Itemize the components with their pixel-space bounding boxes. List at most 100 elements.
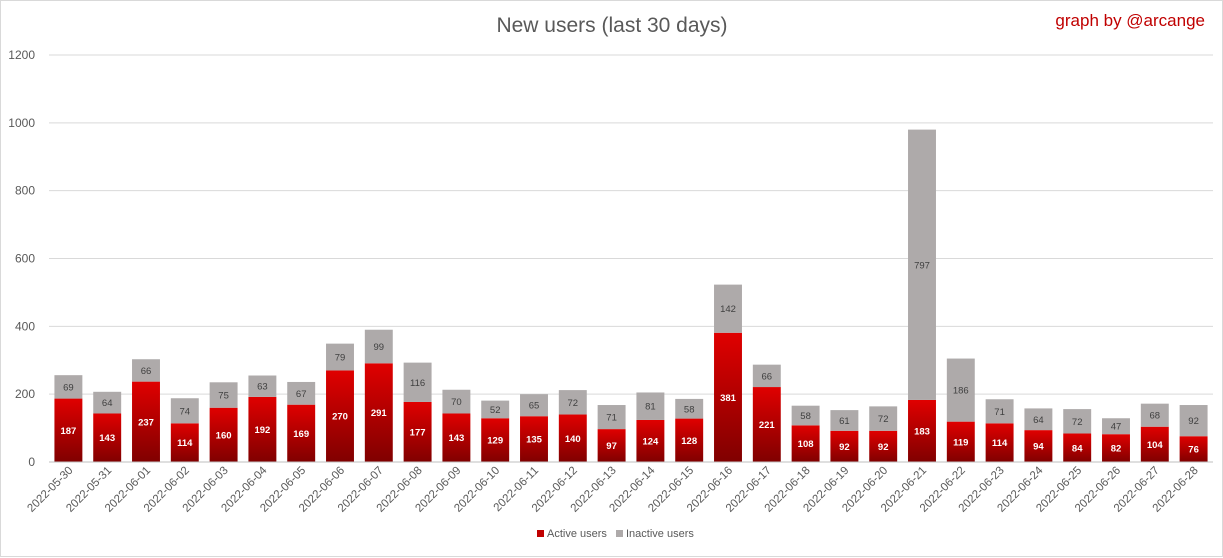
data-label-active: 291 bbox=[371, 408, 388, 419]
data-label-active: 119 bbox=[953, 437, 968, 448]
bar-active bbox=[714, 332, 742, 462]
bar-inactive bbox=[636, 392, 665, 420]
data-label-active: 237 bbox=[138, 417, 154, 428]
bar-inactive bbox=[985, 399, 1014, 424]
bar-active bbox=[869, 430, 898, 462]
data-label-inactive: 81 bbox=[645, 402, 656, 413]
chart-title: New users (last 30 days) bbox=[496, 14, 727, 37]
data-label-active: 221 bbox=[759, 420, 776, 431]
data-label-active: 143 bbox=[448, 433, 464, 444]
data-label-inactive: 72 bbox=[1072, 417, 1083, 428]
bar-inactive bbox=[326, 343, 354, 371]
bar-inactive bbox=[791, 405, 820, 426]
data-label-inactive: 99 bbox=[374, 342, 385, 353]
bar-inactive bbox=[830, 410, 859, 431]
data-label-inactive: 65 bbox=[529, 401, 540, 412]
bar-active bbox=[364, 363, 393, 462]
bar-inactive bbox=[54, 375, 83, 399]
x-axis: 2022-05-302022-05-312022-06-012022-06-02… bbox=[25, 461, 1213, 515]
bar-inactive bbox=[869, 406, 898, 431]
data-label-inactive: 67 bbox=[296, 389, 307, 400]
bar-inactive bbox=[946, 358, 975, 422]
bar-active bbox=[558, 414, 587, 462]
gridlines bbox=[49, 54, 1213, 463]
y-tick-label: 600 bbox=[15, 252, 35, 266]
bar-active bbox=[1179, 436, 1208, 462]
data-label-active: 169 bbox=[293, 429, 309, 440]
data-label-active: 92 bbox=[839, 442, 850, 453]
bar-active bbox=[1024, 430, 1053, 462]
data-label-inactive: 116 bbox=[410, 378, 425, 389]
data-label-inactive: 71 bbox=[994, 407, 1005, 418]
bar-active bbox=[403, 401, 432, 462]
bar-inactive bbox=[481, 400, 510, 419]
data-label-inactive: 142 bbox=[720, 304, 736, 315]
data-label-active: 187 bbox=[60, 426, 76, 437]
data-label-active: 160 bbox=[216, 430, 232, 441]
y-tick-label: 0 bbox=[28, 455, 35, 469]
y-tick-label: 800 bbox=[15, 184, 35, 198]
bar-inactive bbox=[132, 359, 160, 382]
bar-active bbox=[830, 430, 859, 462]
bar-active bbox=[597, 429, 626, 462]
bar-inactive bbox=[675, 398, 704, 419]
bar-active bbox=[636, 419, 665, 462]
data-label-active: 82 bbox=[1111, 444, 1122, 455]
data-label-inactive: 75 bbox=[218, 391, 229, 402]
bar-active bbox=[791, 425, 820, 462]
data-label-active: 124 bbox=[642, 436, 659, 447]
bar-active bbox=[248, 396, 277, 462]
bar-active bbox=[1102, 434, 1130, 462]
data-label-active: 97 bbox=[606, 441, 617, 452]
bar-active bbox=[209, 407, 238, 462]
data-label-active: 140 bbox=[565, 434, 581, 445]
data-label-active: 381 bbox=[720, 393, 737, 404]
data-label-inactive: 58 bbox=[800, 411, 811, 422]
data-label-inactive: 186 bbox=[953, 386, 969, 397]
data-label-inactive: 68 bbox=[1150, 411, 1161, 422]
y-tick-label: 1200 bbox=[8, 48, 35, 62]
bar-inactive bbox=[1179, 405, 1208, 437]
data-label-inactive: 63 bbox=[257, 382, 268, 393]
bar-active bbox=[520, 416, 548, 462]
data-label-active: 92 bbox=[878, 442, 889, 453]
legend: Active users Inactive users bbox=[537, 528, 694, 540]
bar-active bbox=[675, 418, 704, 462]
bar-inactive bbox=[1024, 408, 1053, 431]
data-label-inactive: 92 bbox=[1188, 416, 1199, 427]
bar-inactive bbox=[1102, 418, 1130, 435]
data-label-inactive: 64 bbox=[102, 398, 113, 409]
bar-active bbox=[1140, 426, 1169, 462]
bar-active bbox=[752, 387, 781, 462]
data-label-active: 104 bbox=[1147, 440, 1164, 451]
data-label-active: 128 bbox=[681, 436, 697, 447]
data-label-active: 76 bbox=[1188, 445, 1199, 456]
bar-inactive bbox=[170, 398, 199, 424]
data-label-inactive: 69 bbox=[63, 382, 74, 393]
bar-active bbox=[93, 413, 122, 462]
y-axis: 0 200 400 600 800 1000 1200 bbox=[8, 48, 35, 469]
data-label-active: 108 bbox=[798, 439, 814, 450]
bar-inactive bbox=[752, 364, 781, 388]
legend-swatch bbox=[616, 530, 623, 537]
data-label-active: 135 bbox=[526, 435, 543, 446]
data-label-inactive: 72 bbox=[568, 398, 579, 409]
data-label-inactive: 66 bbox=[141, 366, 152, 377]
data-label-inactive: 58 bbox=[684, 404, 695, 415]
bar-inactive bbox=[403, 362, 432, 402]
data-label-inactive: 66 bbox=[762, 371, 773, 382]
bar-active bbox=[908, 399, 936, 462]
data-label-inactive: 64 bbox=[1033, 415, 1044, 426]
data-label-inactive: 70 bbox=[451, 397, 462, 408]
bar-inactive bbox=[597, 405, 626, 430]
bar-active bbox=[132, 381, 160, 462]
chart-credit: graph by @arcange bbox=[1055, 11, 1205, 30]
bar-active bbox=[481, 418, 510, 462]
y-tick-label: 400 bbox=[15, 319, 35, 333]
legend-label: Active users bbox=[547, 528, 607, 540]
data-label-active: 192 bbox=[254, 425, 270, 436]
bar-inactive bbox=[714, 284, 742, 333]
bar-inactive bbox=[248, 375, 277, 397]
data-label-active: 84 bbox=[1072, 443, 1083, 454]
data-label-active: 177 bbox=[410, 427, 426, 438]
